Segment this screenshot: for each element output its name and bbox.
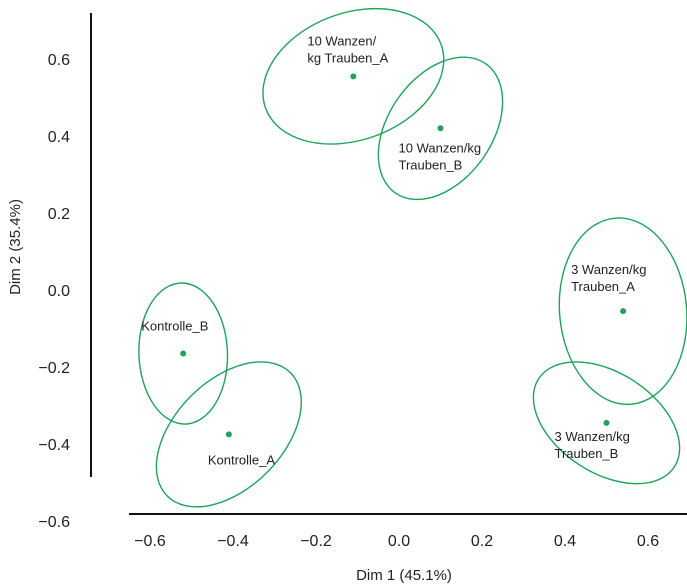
y-tick-labels: −0.6 −0.4 −0.2 0.0 0.2 0.4 0.6 [38,52,70,531]
point-label-line: Trauben_A [571,279,635,294]
confidence-ellipse [155,361,303,508]
y-tick-label: 0.4 [48,129,70,146]
point-label-line: Kontrolle_A [208,452,276,467]
point-label-line: Kontrolle_B [141,319,208,334]
confidence-ellipse [138,282,229,425]
point-label-line: 3 Wanzen/kg [571,262,646,277]
data-points [180,73,627,438]
y-tick-label: 0.2 [48,206,70,223]
point-labels: 10 Wanzen/kg Trauben_A 10 Wanzen/kg Traube… [141,33,646,467]
point-label-line: Trauben_B [555,446,619,461]
confidence-ellipse [558,217,687,406]
data-point [437,125,444,132]
y-tick-label: −0.6 [38,514,70,531]
x-tick-label: 0.4 [554,533,576,550]
y-tick-label: 0.6 [48,52,70,69]
point-label: Kontrolle_A [208,452,276,467]
point-label-line: 10 Wanzen/ [307,33,376,48]
confidence-ellipse [377,56,504,201]
x-axis-title: Dim 1 (45.1%) [356,567,452,584]
y-tick-label: 0.0 [48,283,70,300]
point-label: 10 Wanzen/kg Trauben_B [399,140,482,172]
x-tick-label: 0.6 [637,533,659,550]
point-label-line: 10 Wanzen/kg [399,140,482,155]
x-tick-label: −0.6 [134,533,166,550]
y-axis-title: Dim 2 (35.4%) [7,199,24,295]
x-tick-label: −0.2 [300,533,332,550]
point-label-line: Trauben_B [399,157,463,172]
x-tick-labels: −0.6 −0.4 −0.2 0.0 0.2 0.4 0.6 [134,533,659,550]
axes [90,13,687,515]
point-label: 10 Wanzen/kg Trauben_A [307,33,388,65]
confidence-ellipse [532,361,681,485]
x-tick-label: 0.0 [388,533,410,550]
point-label: Kontrolle_B [141,319,208,334]
point-label: 3 Wanzen/kg Trauben_B [555,429,630,461]
confidence-ellipses [138,7,687,508]
data-point [225,431,232,438]
y-tick-label: −0.4 [38,437,70,454]
data-point [603,419,610,426]
x-tick-label: −0.4 [217,533,249,550]
data-point [620,308,627,315]
y-tick-label: −0.2 [38,360,70,377]
point-label-line: 3 Wanzen/kg [555,429,630,444]
confidence-ellipse [262,7,445,145]
point-label: 3 Wanzen/kg Trauben_A [571,262,646,294]
data-point [180,350,187,357]
point-label-line: kg Trauben_A [307,50,388,65]
data-point [350,73,357,80]
x-tick-label: 0.2 [471,533,493,550]
